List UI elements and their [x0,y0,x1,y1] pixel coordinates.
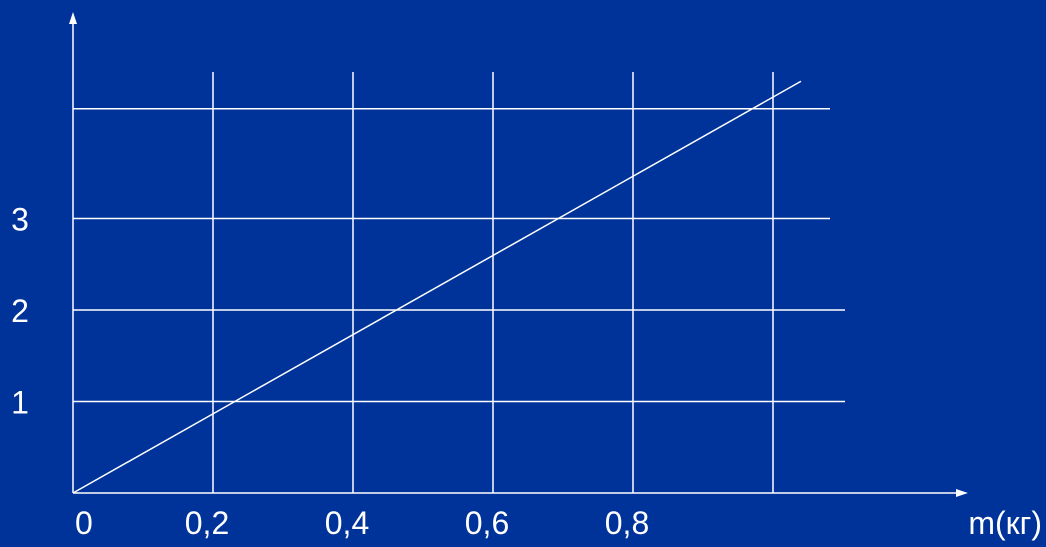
series [72,80,802,494]
axes [69,12,968,497]
x-axis-arrow-icon [956,489,968,497]
x-tick-label: 0 [75,505,93,541]
grid [73,72,845,493]
x-tick-label: 0,2 [185,505,229,541]
x-tick-label: 0,8 [605,505,649,541]
y-tick-label: 1 [11,385,29,421]
x-axis-label: m(кг) [968,505,1042,541]
y-axis-arrow-icon [69,12,77,24]
y-tick-label: 3 [11,202,29,238]
y-tick-label: 2 [11,293,29,329]
series-line [72,80,802,494]
x-tick-label: 0,6 [465,505,509,541]
x-tick-label: 0,4 [325,505,369,541]
tick-labels: 0 0,2 0,4 0,6 0,8 1 2 3 [11,202,649,542]
